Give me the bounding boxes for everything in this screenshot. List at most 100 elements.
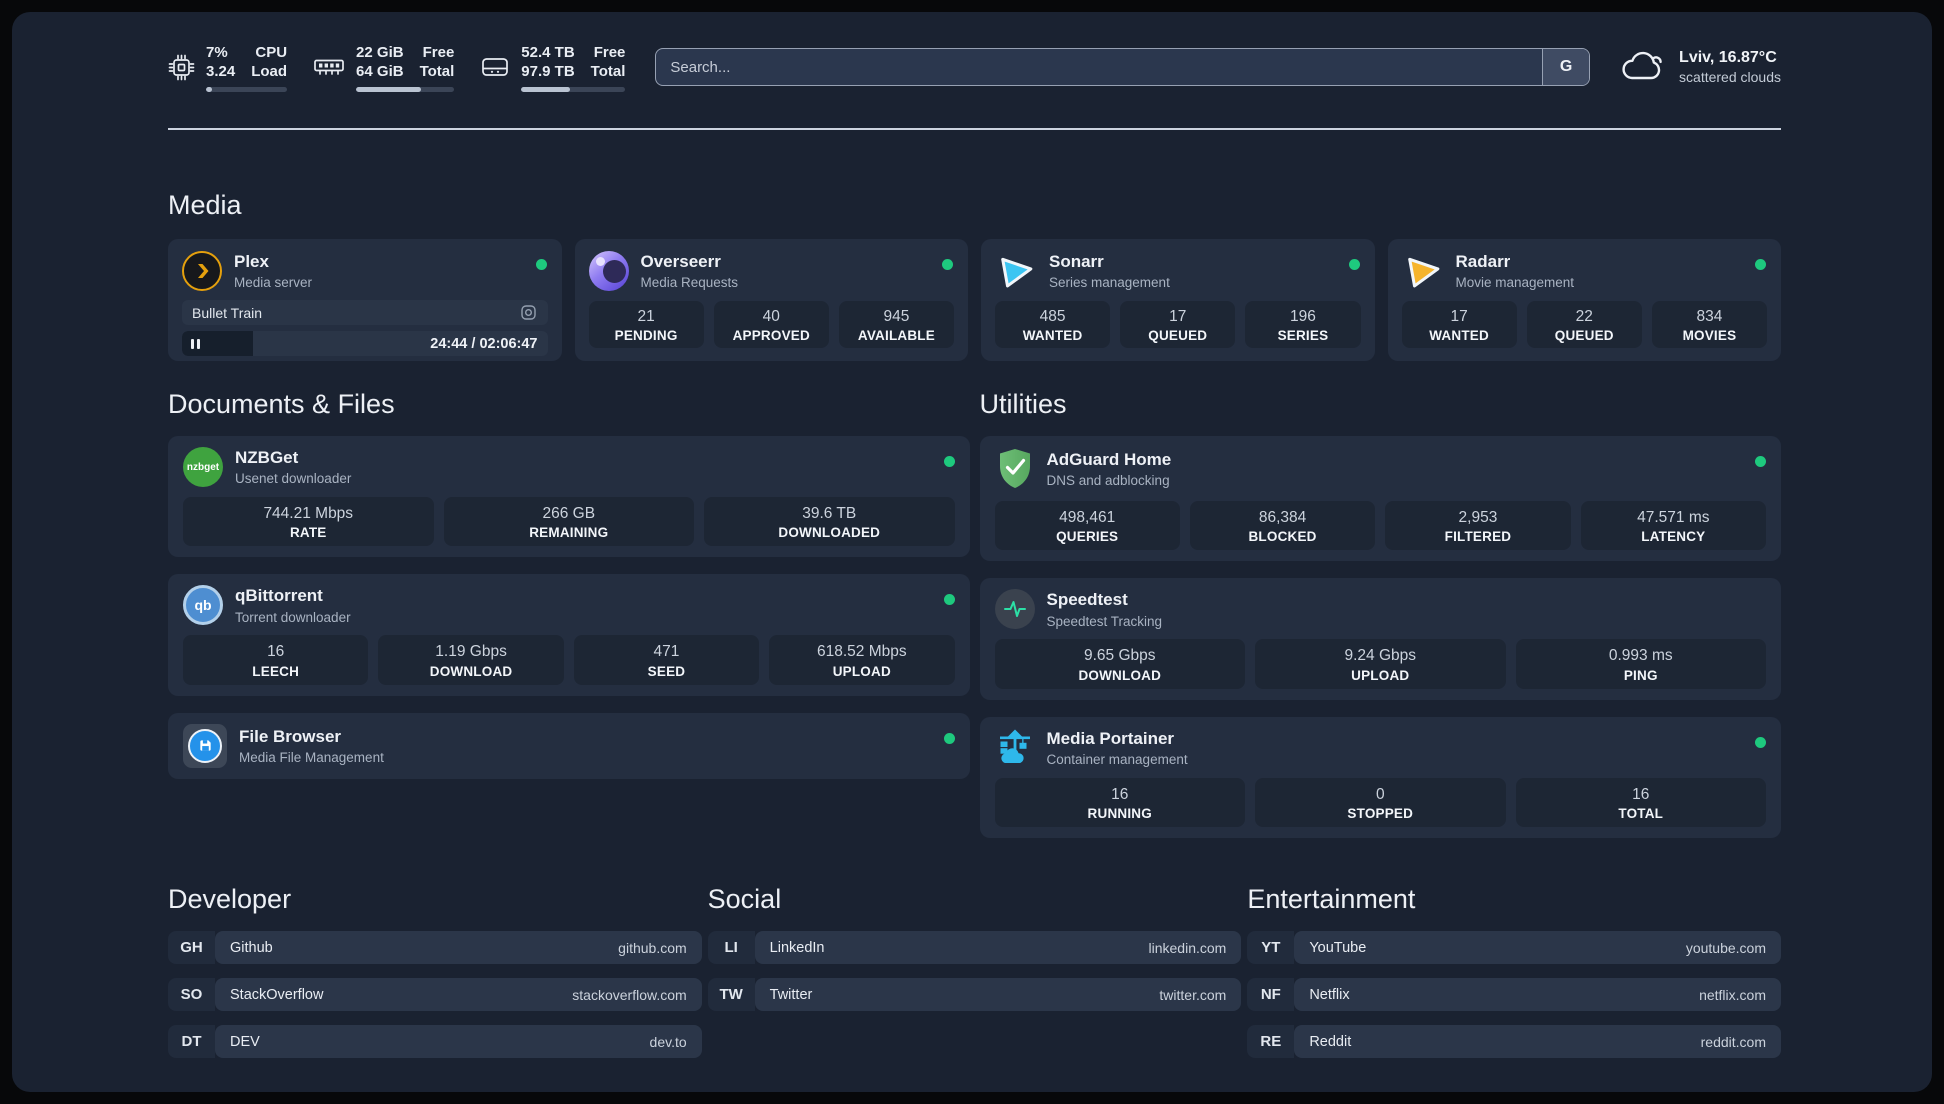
radarr-card[interactable]: Radarr Movie management 17 WANTED 22 QUE… [1387, 239, 1781, 362]
stat-wanted: 17 WANTED [1401, 301, 1517, 349]
stat-approved: 40 APPROVED [713, 301, 829, 349]
radarr-icon [1402, 251, 1444, 291]
nzbget-card[interactable]: nzbget NZBGet Usenet downloader 744.21 M… [168, 436, 970, 558]
bookmark-row-youtube[interactable]: YT YouTube youtube.com [1247, 931, 1781, 965]
search-provider-button[interactable]: G [1542, 49, 1590, 85]
youtube-abbr-icon: YT [1247, 931, 1295, 965]
system-stats: 7% 3.24 CPU Load [168, 43, 626, 92]
portainer-card[interactable]: Media Portainer Container management 16 … [979, 716, 1781, 839]
plex-card[interactable]: Plex Media server Bullet Train 24:44 / 0… [168, 239, 562, 362]
stat-filtered: 2,953 FILTERED [1385, 501, 1571, 551]
playback-time: 24:44 / 02:06:47 [430, 335, 538, 352]
plex-icon [182, 251, 222, 292]
stat-rate: 744.21 Mbps RATE [183, 497, 434, 547]
bookmark-row-dev[interactable]: DT DEV dev.to [168, 1025, 702, 1059]
overseerr-title: Overseerr [640, 251, 721, 271]
stat-ping: 0.993 ms PING [1515, 639, 1766, 689]
qbittorrent-status-dot [943, 594, 955, 606]
qbittorrent-icon: qb [183, 585, 223, 626]
stat-downloaded: 39.6 TB DOWNLOADED [704, 497, 955, 547]
radarr-title: Radarr [1455, 251, 1511, 271]
adguard-title: AdGuard Home [1046, 449, 1172, 469]
stat-latency: 47.571 ms LATENCY [1580, 501, 1766, 551]
speedtest-card[interactable]: Speedtest Speedtest Tracking 9.65 Gbps D… [979, 578, 1781, 700]
bookmark-url: github.com [618, 939, 687, 956]
search-input[interactable] [655, 48, 1591, 86]
bookmark-name: Github [230, 939, 273, 956]
weather-widget: Lviv, 16.87°C scattered clouds [1620, 47, 1781, 87]
qbittorrent-card[interactable]: qb qBittorrent Torrent downloader 16 LEE… [168, 574, 970, 696]
stat-series: 196 SERIES [1245, 301, 1361, 349]
sonarr-status-dot [1348, 259, 1360, 271]
memory-stat: 22 GiB 64 GiB Free Total [313, 43, 455, 92]
storage-progress-bar [521, 86, 626, 92]
memory-total-value: 64 GiB [356, 63, 404, 80]
memory-free-value: 22 GiB [356, 43, 404, 61]
bookmark-row-twitter[interactable]: TW Twitter twitter.com [707, 978, 1242, 1012]
dev-abbr-icon: DT [168, 1025, 215, 1059]
media-type-icon [520, 305, 538, 320]
topbar: 7% 3.24 CPU Load [168, 40, 1781, 94]
stat-leech: 16 LEECH [183, 635, 369, 685]
overseerr-status-dot [942, 259, 953, 271]
stat-blocked: 86,384 BLOCKED [1189, 501, 1376, 551]
social-section: Social LI LinkedIn linkedin.com TW Twitt… [707, 884, 1242, 1072]
speedtest-title: Speedtest [1046, 590, 1128, 610]
bookmark-url: twitter.com [1159, 986, 1227, 1003]
overseerr-card[interactable]: Overseerr Media Requests 21 PENDING 40 A… [574, 239, 968, 362]
filebrowser-subtitle: Media File Management [239, 750, 384, 766]
portainer-title: Media Portainer [1046, 728, 1175, 748]
pause-button[interactable] [191, 338, 200, 349]
bookmark-row-stackoverflow[interactable]: SO StackOverflow stackoverflow.com [168, 978, 702, 1012]
portainer-icon [995, 728, 1035, 768]
plex-title: Plex [234, 251, 269, 271]
nzbget-status-dot [943, 456, 955, 468]
sonarr-card[interactable]: Sonarr Series management 485 WANTED 17 Q… [981, 239, 1375, 362]
stat-available: 945 AVAILABLE [838, 301, 955, 349]
cpu-label: CPU [255, 43, 288, 61]
developer-section: Developer GH Github github.com SO StackO… [168, 884, 702, 1072]
cpu-icon [168, 54, 195, 81]
radarr-subtitle: Movie management [1455, 275, 1575, 291]
sonarr-subtitle: Series management [1049, 275, 1170, 291]
media-section: Plex Media server Bullet Train 24:44 / 0… [168, 239, 1781, 362]
now-playing-row: Bullet Train [182, 300, 548, 326]
section-heading-media: Media [168, 190, 242, 220]
bookmark-row-linkedin[interactable]: LI LinkedIn linkedin.com [707, 931, 1242, 965]
filebrowser-card[interactable]: File Browser Media File Management [168, 712, 970, 779]
section-heading-documents: Documents & Files [168, 389, 395, 420]
filebrowser-title: File Browser [239, 726, 342, 746]
stat-queries: 498,461 QUERIES [994, 501, 1180, 551]
twitter-abbr-icon: TW [707, 978, 755, 1012]
bookmark-name: Reddit [1309, 1033, 1352, 1050]
bookmark-url: stackoverflow.com [572, 986, 687, 1003]
bookmark-row-netflix[interactable]: NF Netflix netflix.com [1247, 978, 1781, 1012]
adguard-card[interactable]: AdGuard Home DNS and adblocking 498,461 … [979, 436, 1781, 562]
stat-remaining: 266 GB REMAINING [443, 497, 694, 547]
nzbget-subtitle: Usenet downloader [235, 471, 352, 487]
bookmark-name: DEV [230, 1033, 260, 1050]
adguard-icon [995, 447, 1035, 491]
cpu-stat: 7% 3.24 CPU Load [168, 43, 288, 92]
stackoverflow-abbr-icon: SO [168, 978, 215, 1012]
linkedin-abbr-icon: LI [707, 931, 755, 965]
bookmark-row-reddit[interactable]: RE Reddit reddit.com [1247, 1025, 1781, 1059]
bookmark-name: StackOverflow [230, 986, 324, 1003]
speedtest-icon [994, 589, 1035, 630]
bookmark-name: LinkedIn [769, 939, 825, 956]
memory-total-label: Total [419, 63, 455, 80]
overseerr-icon [588, 251, 629, 292]
section-heading-developer: Developer [168, 884, 292, 915]
filebrowser-icon [183, 723, 227, 768]
storage-free-value: 52.4 TB [521, 43, 575, 61]
bookmark-name: Netflix [1309, 986, 1350, 1003]
stat-queued: 22 QUEUED [1526, 301, 1642, 349]
bookmark-url: linkedin.com [1148, 939, 1227, 956]
stat-stopped: 0 STOPPED [1255, 777, 1506, 828]
bookmark-row-github[interactable]: GH Github github.com [168, 931, 702, 965]
bookmark-name: YouTube [1309, 939, 1367, 956]
section-heading-utilities: Utilities [979, 389, 1067, 420]
radarr-status-dot [1755, 259, 1766, 271]
adguard-subtitle: DNS and adblocking [1046, 473, 1170, 489]
playback-progress: 24:44 / 02:06:47 [182, 331, 548, 357]
